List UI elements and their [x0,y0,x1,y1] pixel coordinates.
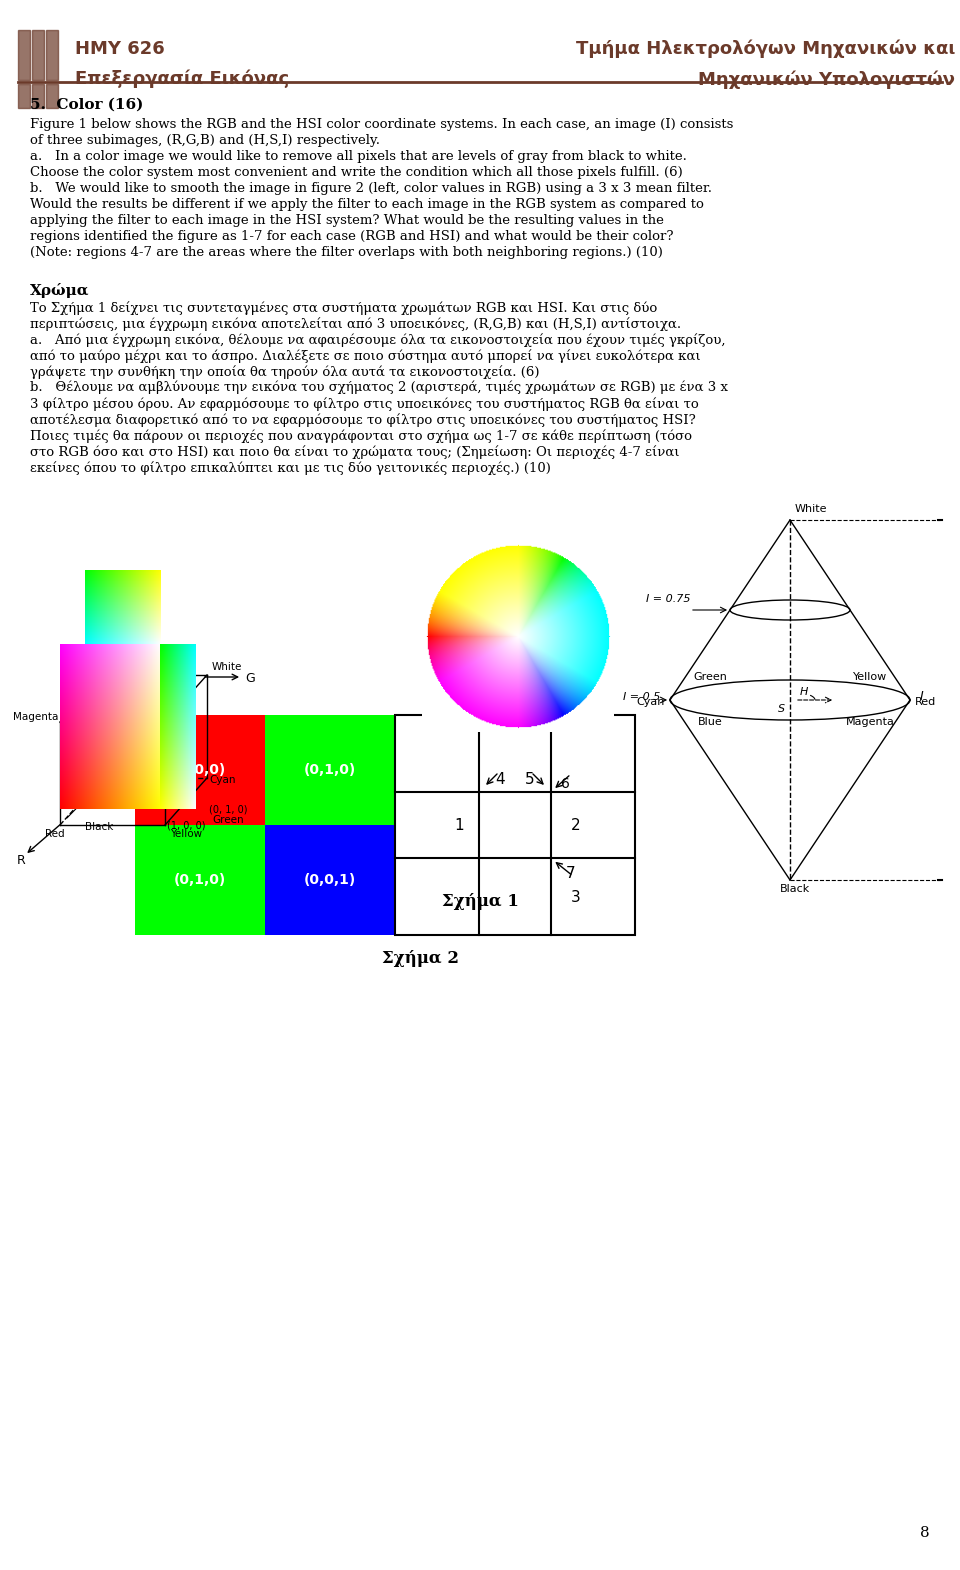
Text: Cyan: Cyan [636,697,665,706]
Text: (0,1,0): (0,1,0) [174,873,227,887]
Text: 4: 4 [495,772,505,788]
Text: Σχήμα 2: Σχήμα 2 [381,950,459,967]
Text: εκείνες όπου το φίλτρο επικαλύπτει και με τις δύο γειτονικές περιοχές.) (10): εκείνες όπου το φίλτρο επικαλύπτει και μ… [30,462,551,474]
Text: a.   Από μια έγχρωμη εικόνα, θέλουμε να αφαιρέσουμε όλα τα εικονοστοιχεία που έχ: a. Από μια έγχρωμη εικόνα, θέλουμε να αφ… [30,333,726,347]
Text: of three subimages, (R,G,B) and (H,S,I) respectively.: of three subimages, (R,G,B) and (H,S,I) … [30,133,380,148]
Bar [265,714,395,824]
Text: Τμήμα Ηλεκτρολόγων Μηχανικών και
Μηχανικών Υπολογιστών: Τμήμα Ηλεκτρολόγων Μηχανικών και Μηχανικ… [576,39,955,88]
Text: (1, 0, 0): (1, 0, 0) [167,820,205,831]
Text: Green: Green [212,815,244,824]
Text: I: I [920,689,924,703]
Text: Figure 1 below shows the RGB and the HSI color coordinate systems. In each case,: Figure 1 below shows the RGB and the HSI… [30,118,733,130]
Text: γράψετε την συνθήκη την οποία θα τηρούν όλα αυτά τα εικονοστοιχεία. (6): γράψετε την συνθήκη την οποία θα τηρούν … [30,364,540,378]
Text: Cyan: Cyan [209,776,235,785]
Text: R: R [17,854,26,867]
Text: 2: 2 [571,818,581,832]
Bar [135,824,265,936]
Text: Χρώμα: Χρώμα [30,283,89,298]
Text: Το Σχήμα 1 δείχνει τις συντεταγμένες στα συστήματα χρωμάτων RGB και HSI. Και στι: Το Σχήμα 1 δείχνει τις συντεταγμένες στα… [30,301,658,314]
Text: Magenta: Magenta [846,717,895,727]
Bar [135,714,265,824]
Text: Ποιες τιμές θα πάρουν οι περιοχές που αναγράφονται στο σχήμα ως 1-7 σε κάθε περί: Ποιες τιμές θα πάρουν οι περιοχές που αν… [30,429,692,443]
Text: Σχήμα 1: Σχήμα 1 [442,893,518,911]
Text: I = 0.5: I = 0.5 [623,692,660,702]
Text: Gray scale: Gray scale [95,787,147,798]
Text: Choose the color system most convenient and write the condition which all those : Choose the color system most convenient … [30,166,683,179]
Text: (1,0,0): (1,0,0) [174,763,227,777]
Text: regions identified the figure as 1-7 for each case (RGB and HSI) and what would : regions identified the figure as 1-7 for… [30,229,674,243]
Text: Blue: Blue [90,663,113,672]
Text: H: H [800,688,808,697]
Text: (Note: regions 4-7 are the areas where the filter overlaps with both neighboring: (Note: regions 4-7 are the areas where t… [30,246,662,259]
Bar [18,30,30,80]
Text: (0,0,1): (0,0,1) [304,873,356,887]
Text: αποτέλεσμα διαφορετικό από το να εφαρμόσουμε το φίλτρο στις υποεικόνες του συστή: αποτέλεσμα διαφορετικό από το να εφαρμόσ… [30,413,696,427]
Bar [46,85,58,108]
Text: 8: 8 [921,1526,930,1540]
Text: 1: 1 [454,818,464,832]
Text: (0,1,0): (0,1,0) [304,763,356,777]
Text: Red: Red [45,829,65,838]
Text: S: S [778,703,785,714]
Text: White: White [795,504,828,513]
Text: (0, 0, 1): (0, 0, 1) [105,681,143,692]
Text: Blue: Blue [698,717,722,727]
Text: 3 φίλτρο μέσου όρου. Αν εφαρμόσουμε το φίλτρο στις υποεικόνες του συστήματος RGB: 3 φίλτρο μέσου όρου. Αν εφαρμόσουμε το φ… [30,397,699,411]
Text: περιπτώσεις, μια έγχρωμη εικόνα αποτελείται από 3 υποεικόνες, (R,G,B) και (H,S,I: περιπτώσεις, μια έγχρωμη εικόνα αποτελεί… [30,317,682,331]
Text: B: B [104,630,112,642]
Text: 6: 6 [561,777,570,791]
Bar [18,85,30,108]
Bar [395,714,635,936]
Text: (0, 1, 0): (0, 1, 0) [209,805,248,815]
Text: b.   Θέλουμε να αμβλύνουμε την εικόνα του σχήματος 2 (αριστερά, τιμές χρωμάτων σ: b. Θέλουμε να αμβλύνουμε την εικόνα του … [30,382,728,394]
Text: Yellow: Yellow [170,829,202,838]
Text: από το μαύρο μέχρι και το άσπρο. Διαλέξετε σε ποιο σύστημα αυτό μπορεί να γίνει : από το μαύρο μέχρι και το άσπρο. Διαλέξε… [30,349,701,363]
Text: Yellow: Yellow [852,672,887,681]
Text: 5.  Color (16): 5. Color (16) [30,97,143,111]
Bar [32,85,44,108]
Text: Magenta: Magenta [12,713,58,722]
Text: White: White [212,663,242,672]
Text: Black: Black [85,823,113,832]
Bar [46,30,58,80]
Text: 7: 7 [566,865,576,881]
Text: applying the filter to each image in the HSI system? What would be the resulting: applying the filter to each image in the… [30,214,664,228]
Text: ΗΜΥ 626
Επεξεργασία Εικόνας: ΗΜΥ 626 Επεξεργασία Εικόνας [75,39,289,88]
Text: Black: Black [780,884,810,893]
Text: I = 0.75: I = 0.75 [645,593,690,604]
Text: Red: Red [915,697,936,706]
Text: 3: 3 [571,890,581,904]
Text: Would the results be different if we apply the filter to each image in the RGB s: Would the results be different if we app… [30,198,704,210]
Text: 5: 5 [525,772,535,788]
Bar [265,824,395,936]
Bar [32,30,44,80]
Text: Green: Green [693,672,727,681]
Text: a.   In a color image we would like to remove all pixels that are levels of gray: a. In a color image we would like to rem… [30,151,686,163]
Text: b.   We would like to smooth the image in figure 2 (left, color values in RGB) u: b. We would like to smooth the image in … [30,182,712,195]
Text: G: G [245,672,254,685]
Text: στο RGB όσο και στο HSI) και ποιο θα είναι το χρώματα τους; (Σημείωση: Οι περιοχ: στο RGB όσο και στο HSI) και ποιο θα είν… [30,444,680,458]
